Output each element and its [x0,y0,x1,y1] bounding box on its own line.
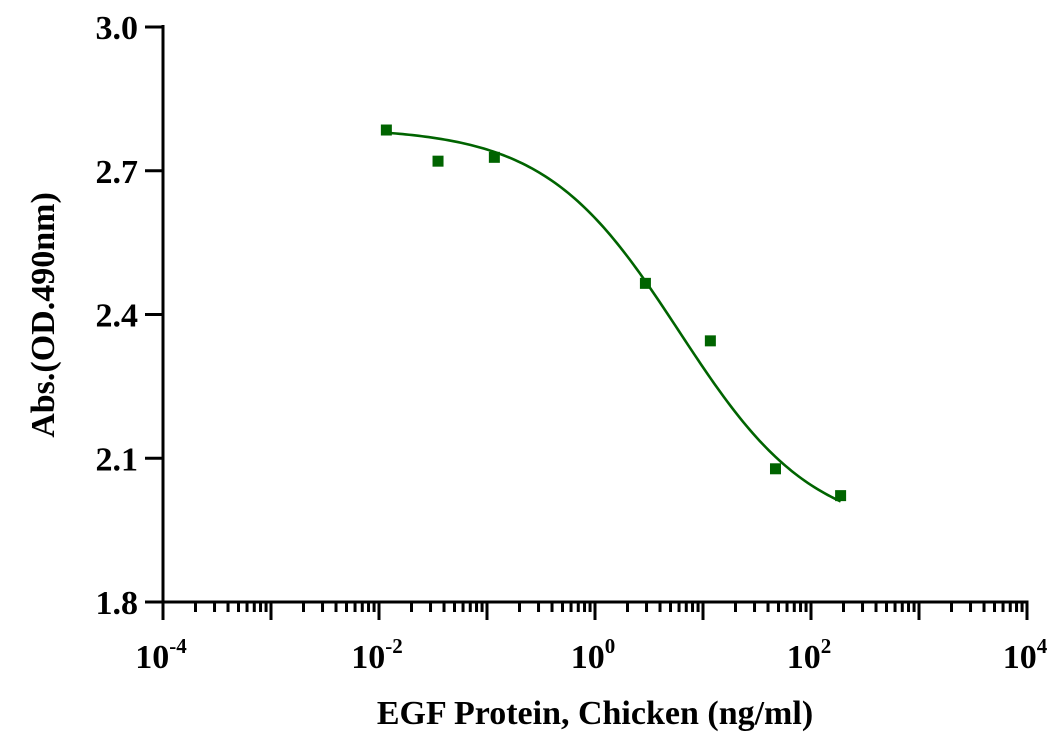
y-axis-title: Abs.(OD.490nm) [25,192,62,438]
x-tick-base: 10 [135,639,169,676]
y-tick-label: 1.8 [96,585,139,622]
data-point [704,335,716,347]
axes [145,25,1029,620]
y-tick-labels: 1.8 2.1 2.4 2.7 3.0 [96,10,139,622]
x-tick-exponent: -2 [385,634,403,658]
data-point [639,277,651,289]
x-tick-exponent: 2 [821,634,832,658]
y-tick-label: 2.7 [96,154,139,191]
x-tick-label: 102 [787,634,832,676]
x-tick-label: 10-4 [135,634,187,676]
x-tick-label: 10-2 [351,634,403,676]
x-tick-base: 10 [1003,639,1037,676]
y-tick-label: 2.1 [96,441,139,478]
x-tick-base: 10 [787,639,821,676]
x-tick-base: 10 [571,639,605,676]
data-point [769,463,781,475]
x-tick-exponent: 4 [1037,634,1048,658]
fit-curve-layer [386,131,842,503]
x-tick-base: 10 [351,639,385,676]
x-tick-label: 100 [571,634,616,676]
fit-curve [386,131,842,503]
data-point [835,490,847,502]
data-point [380,124,392,136]
y-tick-label: 2.4 [96,298,139,335]
y-tick-label: 3.0 [96,10,139,47]
x-tick-exponent: -4 [169,634,187,658]
data-point [488,151,500,163]
x-tick-labels: 10-4 10-2 100 102 104 [135,634,1048,676]
x-axis-title: EGF Protein, Chicken (ng/ml) [377,695,813,732]
x-tick-exponent: 0 [605,634,616,658]
data-point [432,155,444,167]
x-tick-label: 104 [1003,634,1048,676]
data-points-layer [380,124,847,502]
